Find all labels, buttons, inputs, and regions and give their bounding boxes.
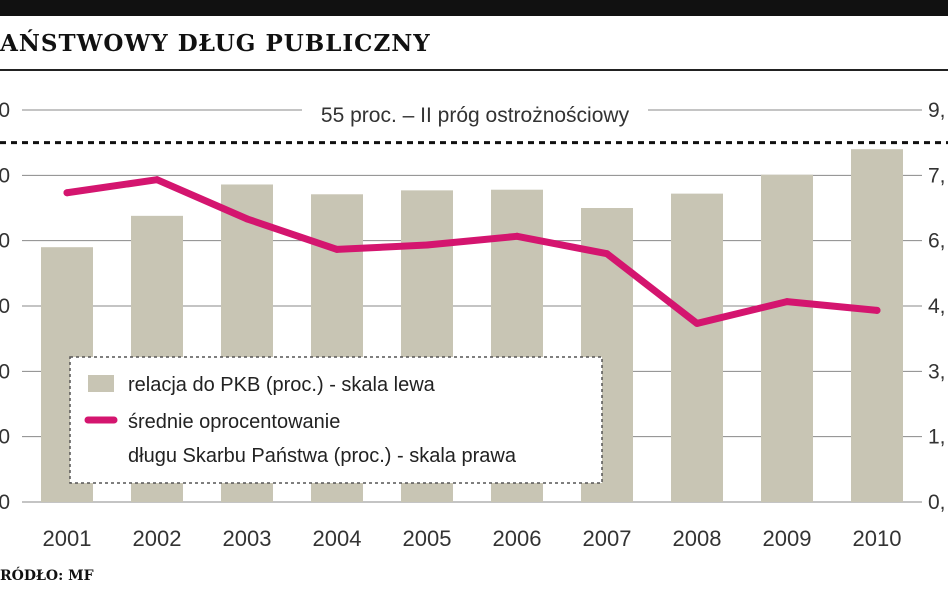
right-tick-label: 6,	[928, 230, 946, 253]
legend-box	[69, 356, 603, 484]
top-bar	[0, 0, 948, 16]
right-tick-label: 7,	[928, 164, 946, 187]
x-tick-label: 2003	[223, 526, 272, 551]
rate-point	[153, 176, 161, 184]
rate-point	[333, 245, 341, 253]
legend-bar-label: relacja do PKB (proc.) - skala lewa	[128, 374, 436, 396]
right-tick-label: 9,	[928, 99, 946, 122]
left-axis-ticks: 0 0 0 0 0 0 0	[0, 99, 10, 514]
legend-line-label-1: średnie oprocentowanie	[128, 411, 340, 433]
chart-title: AŃSTWOWY DŁUG PUBLICZNY	[0, 30, 431, 57]
legend-bar-swatch	[88, 375, 114, 392]
rate-point	[423, 241, 431, 249]
rate-point	[513, 232, 521, 240]
x-tick-label: 2001	[43, 526, 92, 551]
legend-line-label-2: długu Skarbu Państwa (proc.) - skala pra…	[128, 445, 517, 467]
threshold-label-bg	[302, 96, 648, 130]
x-tick-label: 2005	[403, 526, 452, 551]
rate-point	[873, 306, 881, 314]
rate-points	[63, 176, 881, 327]
right-tick-label: 1,	[928, 426, 946, 449]
bar	[671, 193, 723, 503]
source-note: RÓDŁO: MF	[0, 568, 94, 584]
x-tick-label: 2006	[493, 526, 542, 551]
right-tick-label: 4,	[928, 295, 946, 318]
x-tick-label: 2007	[583, 526, 632, 551]
rate-point	[243, 215, 251, 223]
left-tick-label: 0	[0, 360, 10, 383]
rate-line	[63, 176, 881, 327]
right-axis-ticks: 0, 1, 3, 4, 6, 7, 9,	[928, 99, 946, 514]
rate-point	[603, 250, 611, 258]
left-tick-label: 0	[0, 491, 10, 514]
chart: 55 proc. – II próg ostrożnościowy 000000…	[0, 96, 948, 551]
threshold-label: 55 proc. – II próg ostrożnościowy	[321, 104, 630, 127]
rate-point	[63, 189, 71, 197]
left-tick-label: 0	[0, 230, 10, 253]
bar	[851, 149, 903, 502]
x-tick-label: 2002	[133, 526, 182, 551]
rate-point	[693, 319, 701, 327]
right-tick-label: 0,	[928, 491, 946, 514]
left-tick-label: 0	[0, 99, 10, 122]
x-tick-label: 2008	[673, 526, 722, 551]
left-tick-label: 0	[0, 164, 10, 187]
rate-point	[783, 298, 791, 306]
x-tick-label: 2010	[853, 526, 902, 551]
title-rule	[0, 69, 948, 71]
x-tick-label: 2004	[313, 526, 362, 551]
right-tick-label: 3,	[928, 360, 946, 383]
left-tick-label: 0	[0, 426, 10, 449]
x-tick-label: 2009	[763, 526, 812, 551]
legend: relacja do PKB (proc.) - skala lewa śred…	[69, 356, 603, 484]
left-tick-label: 0	[0, 295, 10, 318]
x-axis-labels: 2001 2002 2003 2004 2005 2006 2007 2008 2009 2010	[43, 526, 902, 551]
bar	[761, 174, 813, 502]
